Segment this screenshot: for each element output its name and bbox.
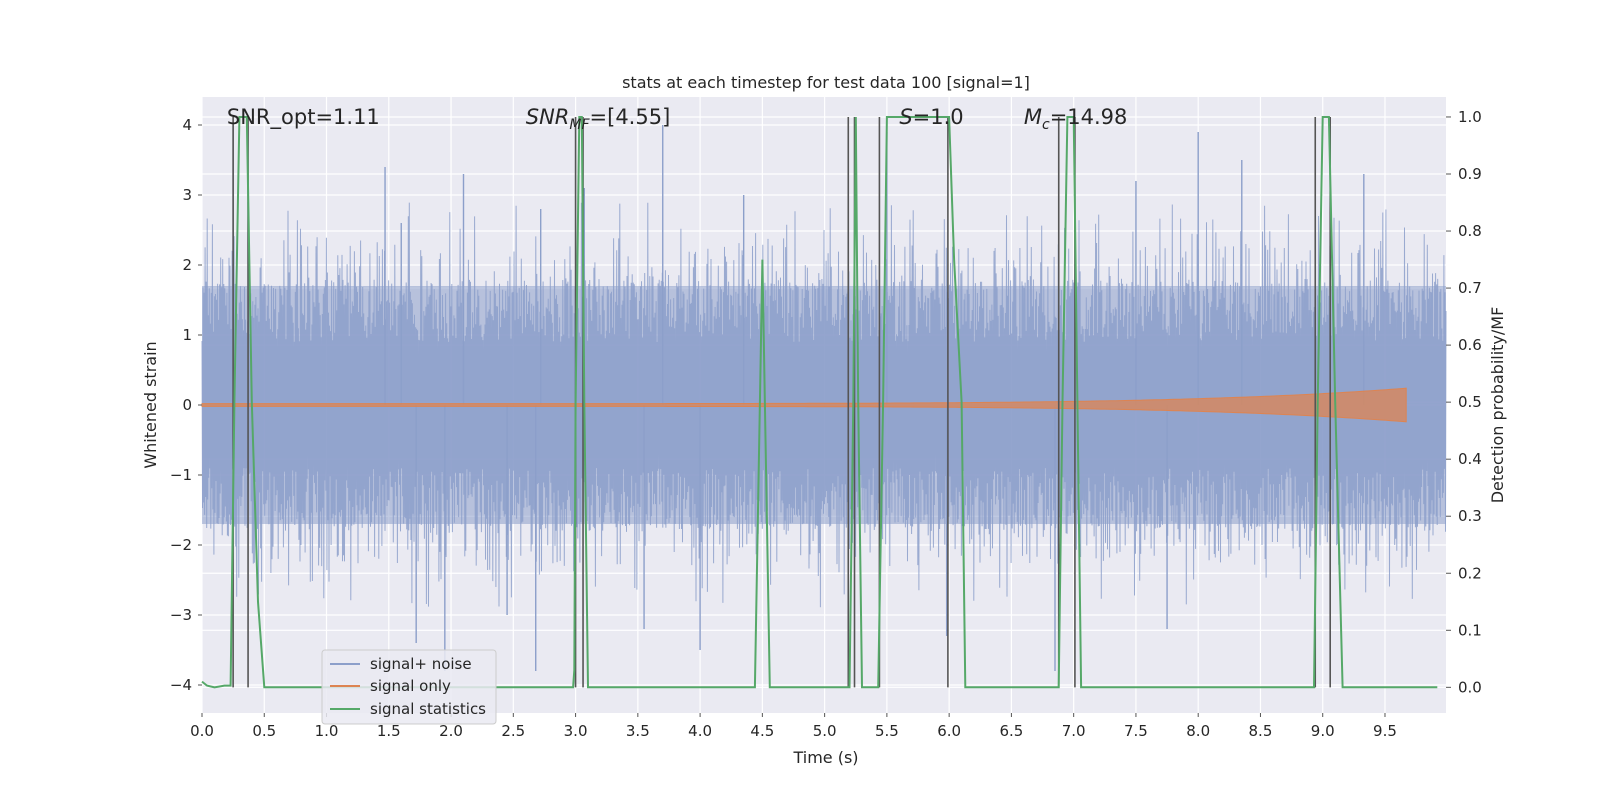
chart-title: stats at each timestep for test data 100… <box>622 73 1030 92</box>
x-tick-label: 4.5 <box>750 722 774 740</box>
y-tick-label: −2 <box>170 536 192 554</box>
legend-label-signal-statistics: signal statistics <box>370 700 486 718</box>
y2-axis-label: Detection probability/MF <box>1488 307 1507 504</box>
x-tick-label: 2.5 <box>501 722 525 740</box>
x-tick-label: 9.5 <box>1373 722 1397 740</box>
x-tick-label: 4.0 <box>688 722 712 740</box>
y-tick-label: 1 <box>182 326 192 344</box>
x-tick-label: 5.0 <box>813 722 837 740</box>
axis-ticks: 0.0 0.5 1.0 1.5 2.0 2.5 3.0 3.5 4.0 4.5 5.0 5.5 6.0 6… <box>170 108 1482 740</box>
y-tick-label: 4 <box>182 116 192 134</box>
series-signal-statistics <box>201 116 1438 689</box>
signal-statistics-line <box>201 116 1438 689</box>
x-tick-label: 6.0 <box>937 722 961 740</box>
x-tick-label: 8.5 <box>1249 722 1273 740</box>
legend-label-signal-only: signal only <box>370 677 451 695</box>
x-tick-label: 3.5 <box>626 722 650 740</box>
y-tick-label: −3 <box>170 606 192 624</box>
y-tick-label: −1 <box>170 466 192 484</box>
y2-tick-label: 0.7 <box>1458 279 1482 297</box>
y2-tick-label: 0.9 <box>1458 165 1482 183</box>
y2-tick-label: 0.8 <box>1458 222 1482 240</box>
y2-tick-label: 0.6 <box>1458 336 1482 354</box>
legend: signal+ noise signal only signal statist… <box>321 649 497 725</box>
x-axis-label: Time (s) <box>792 748 858 767</box>
y2-tick-label: 0.4 <box>1458 450 1482 468</box>
x-tick-label: 6.5 <box>999 722 1023 740</box>
y2-tick-label: 0.3 <box>1458 507 1482 525</box>
y-tick-label: −4 <box>170 676 192 694</box>
annotation-snr-mf: SNRMF=[4.55] <box>526 105 671 133</box>
x-tick-label: 9.0 <box>1311 722 1335 740</box>
legend-label-signal-plus-noise: signal+ noise <box>370 655 472 673</box>
y-axis-label: Whitened strain <box>141 341 160 468</box>
annotation-mc-value: Mc=14.98 <box>1024 105 1128 133</box>
series-signal-only <box>201 387 1407 423</box>
y2-tick-label: 0.1 <box>1458 621 1482 639</box>
x-tick-label: 8.0 <box>1186 722 1210 740</box>
x-tick-label: 2.0 <box>439 722 463 740</box>
x-tick-label: 0.0 <box>190 722 214 740</box>
x-tick-label: 1.5 <box>377 722 401 740</box>
y-tick-label: 2 <box>182 256 192 274</box>
legend-box <box>321 649 497 725</box>
x-tick-label: 7.0 <box>1062 722 1086 740</box>
signal-only-envelope <box>201 387 1407 423</box>
y2-tick-label: 0.5 <box>1458 393 1482 411</box>
y2-tick-label: 0.0 <box>1458 678 1482 696</box>
y-tick-label: 3 <box>182 186 192 204</box>
y2-tick-label: 0.2 <box>1458 564 1482 582</box>
x-tick-label: 5.5 <box>875 722 899 740</box>
x-tick-label: 1.0 <box>315 722 339 740</box>
annotation-s-value: S=1.0 <box>899 105 963 129</box>
x-tick-label: 3.0 <box>564 722 588 740</box>
y-tick-label: 0 <box>182 396 192 414</box>
x-tick-label: 0.5 <box>252 722 276 740</box>
annotations: SNR_opt=1.11 SNRMF=[4.55] S=1.0 Mc=14.98 <box>227 105 1128 133</box>
y2-tick-label: 1.0 <box>1458 108 1482 126</box>
x-tick-label: 7.5 <box>1124 722 1148 740</box>
annotation-snr-opt: SNR_opt=1.11 <box>227 105 380 130</box>
